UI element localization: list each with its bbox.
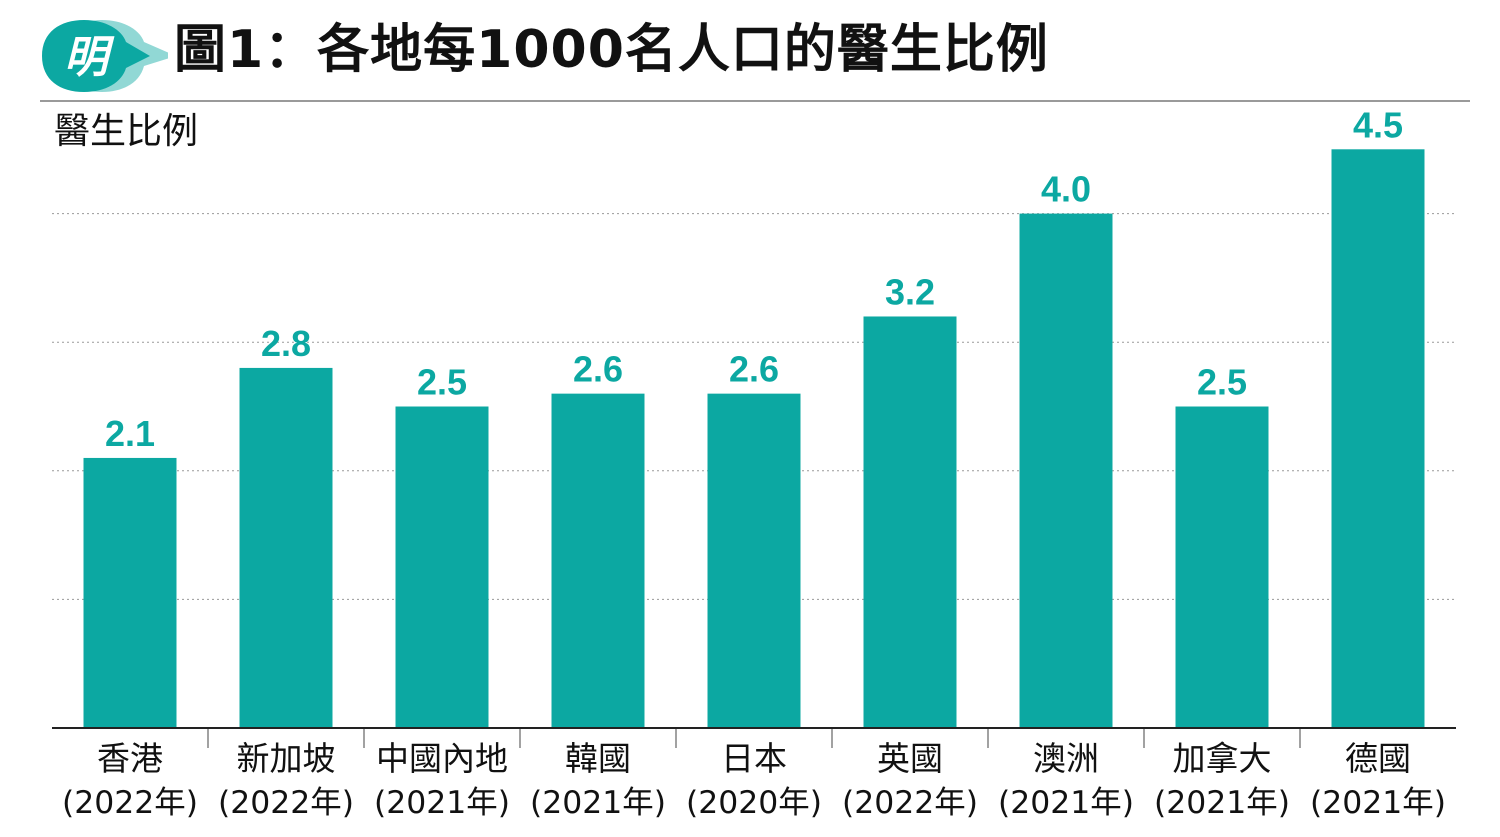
data-label: 2.5 <box>1197 362 1247 403</box>
bar <box>239 367 333 728</box>
chart-title: 圖1：各地每1000名人口的醫生比例 <box>174 20 1049 80</box>
data-label: 2.5 <box>417 362 467 403</box>
x-tick-year: (2021年) <box>374 785 510 821</box>
bar <box>1175 406 1269 728</box>
x-tick-label: 加拿大 <box>1173 739 1272 778</box>
x-tick-label: 韓國 <box>565 739 631 778</box>
chart-header: 明 圖1：各地每1000名人口的醫生比例 <box>0 0 1500 100</box>
x-tick-year: (2020年) <box>686 785 822 821</box>
x-tick-year: (2022年) <box>218 785 354 821</box>
title-divider <box>40 100 1470 102</box>
bar <box>707 393 801 728</box>
data-label: 2.6 <box>573 349 623 390</box>
bar <box>395 406 489 728</box>
bar <box>1331 149 1425 729</box>
x-tick-year: (2021年) <box>1154 785 1290 821</box>
data-label: 2.8 <box>261 323 311 364</box>
x-tick-label: 中國內地 <box>376 739 508 778</box>
x-tick-label: 香港 <box>97 739 163 778</box>
data-label: 4.0 <box>1041 169 1091 210</box>
x-tick-label: 新加坡 <box>237 739 336 778</box>
x-tick-label: 英國 <box>877 739 943 778</box>
x-tick-label: 德國 <box>1345 739 1411 778</box>
data-label: 3.2 <box>885 271 935 312</box>
bar <box>1019 213 1113 729</box>
bar <box>863 316 957 728</box>
logo-text: 明 <box>64 32 115 83</box>
x-tick-year: (2022年) <box>62 785 198 821</box>
x-tick-year: (2022年) <box>842 785 978 821</box>
bar <box>551 393 645 728</box>
x-tick-year: (2021年) <box>530 785 666 821</box>
ming-pao-logo-icon: 明 <box>42 20 168 92</box>
data-label: 2.1 <box>105 413 155 454</box>
data-label: 4.5 <box>1353 104 1403 145</box>
data-label: 2.6 <box>729 349 779 390</box>
x-tick-label: 日本 <box>721 739 787 778</box>
x-tick-label: 澳洲 <box>1033 739 1099 778</box>
x-tick-year: (2021年) <box>1310 785 1446 821</box>
y-axis-label: 醫生比例 <box>54 111 199 152</box>
x-tick-year: (2021年) <box>998 785 1134 821</box>
bar <box>83 457 177 728</box>
